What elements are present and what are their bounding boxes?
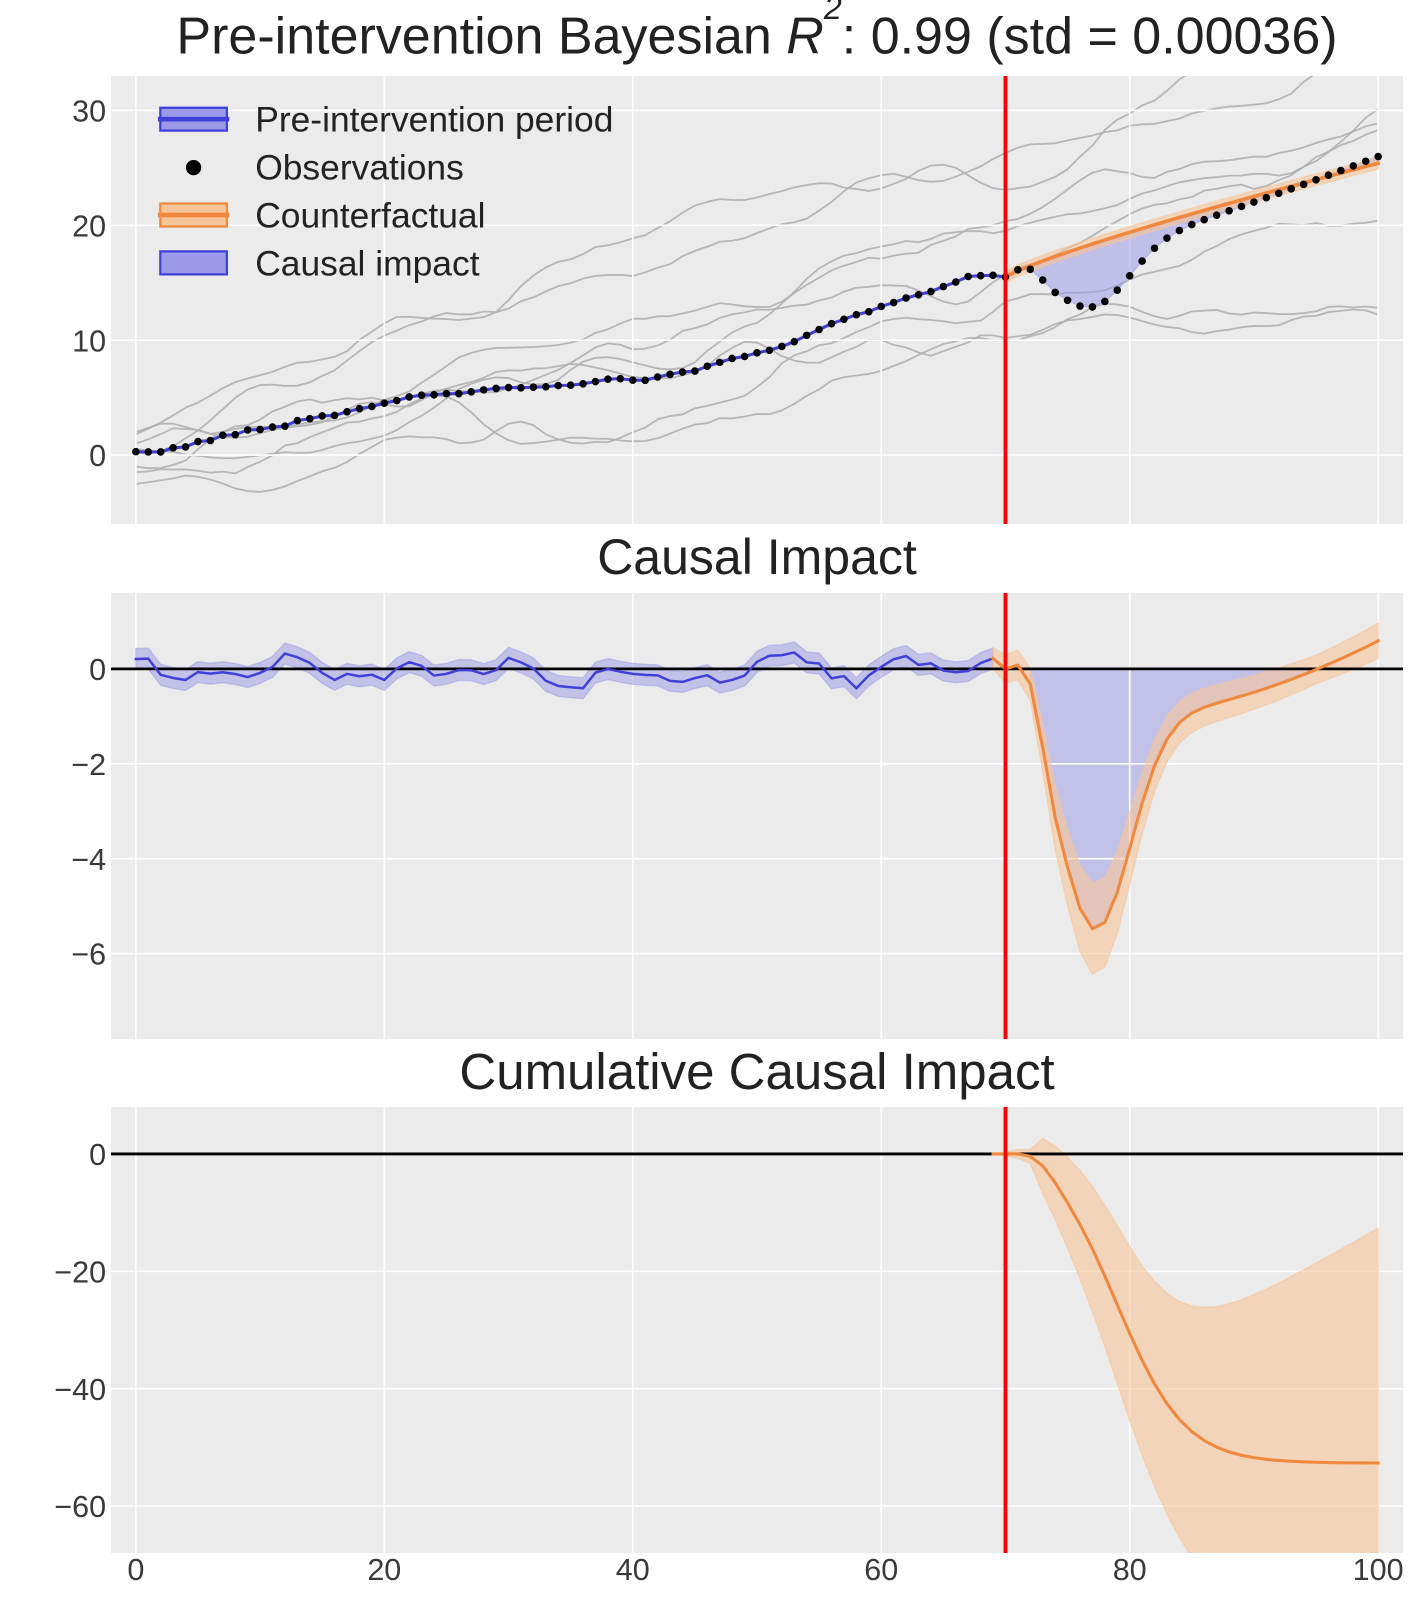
svg-text:Observations: Observations: [255, 148, 464, 188]
svg-text:−6: −6: [71, 938, 106, 972]
svg-text:−60: −60: [54, 1490, 106, 1524]
svg-text:20: 20: [367, 1553, 401, 1587]
svg-text:60: 60: [864, 1553, 898, 1587]
svg-text:Counterfactual: Counterfactual: [255, 195, 485, 235]
svg-text:30: 30: [72, 95, 106, 129]
svg-text:Causal impact: Causal impact: [255, 243, 479, 283]
svg-text:10: 10: [72, 324, 106, 358]
svg-text:0: 0: [89, 653, 106, 687]
svg-text:0: 0: [127, 1553, 144, 1587]
svg-text:−40: −40: [54, 1373, 106, 1407]
svg-text:100: 100: [1353, 1553, 1404, 1587]
svg-text:40: 40: [616, 1553, 650, 1587]
svg-text:0: 0: [89, 439, 106, 473]
svg-text:0: 0: [89, 1138, 106, 1172]
svg-text:−2: −2: [71, 748, 106, 782]
svg-text:−20: −20: [54, 1255, 106, 1289]
svg-text:80: 80: [1113, 1553, 1147, 1587]
svg-text:Pre-intervention period: Pre-intervention period: [255, 100, 613, 140]
svg-text:−4: −4: [71, 843, 106, 877]
svg-text:20: 20: [72, 209, 106, 243]
